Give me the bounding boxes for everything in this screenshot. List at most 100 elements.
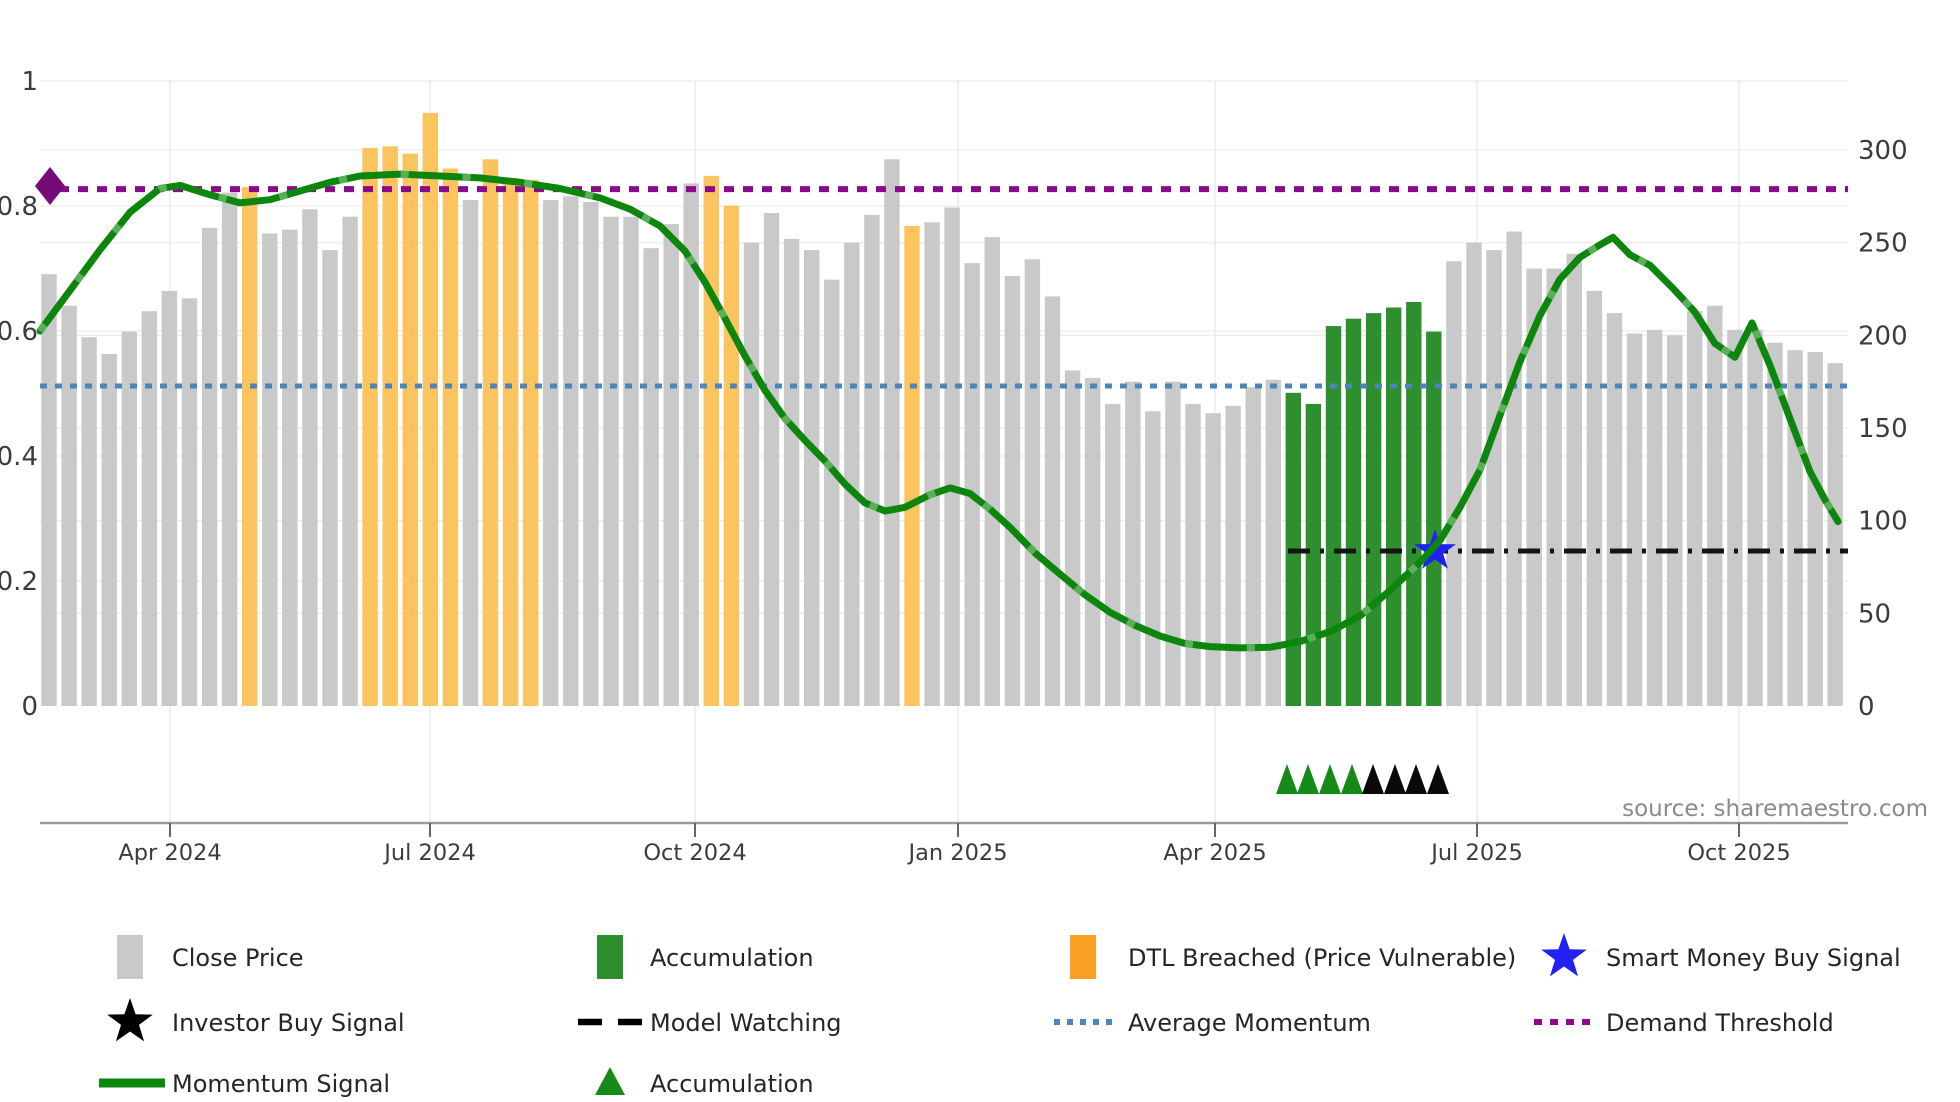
legend-item-accumulation: Accumulation (597, 935, 814, 979)
close-price-bar (984, 237, 1000, 706)
close-price-bar (181, 298, 198, 706)
close-price-bar (683, 183, 699, 706)
accumulation-triangle-icon (1297, 764, 1319, 794)
legend-label: Demand Threshold (1606, 1009, 1834, 1037)
close-price-bar (1165, 381, 1181, 706)
close-price-bar (603, 216, 619, 706)
legend-label: Momentum Signal (172, 1070, 390, 1098)
dtl-breached-bar (242, 187, 258, 707)
legend-label: Model Watching (650, 1009, 842, 1037)
close-price-bar (804, 250, 820, 706)
close-price-bar (462, 200, 479, 706)
dtl-breached-bar (422, 112, 438, 706)
close-price-bar (161, 290, 178, 706)
right-axis-label: 0 (1858, 692, 1875, 722)
close-price-bar (1646, 329, 1663, 706)
axes: Apr 2024 Jul 2024 Oct 2024 Jan 2025 Apr 2025… (0, 67, 1908, 866)
close-price-bar (924, 222, 940, 707)
legend-item-dtl-breached-price-vulnerable: DTL Breached (Price Vulnerable) (1070, 935, 1516, 979)
dtl-breached-bar (523, 179, 539, 706)
close-price-bar (81, 337, 97, 706)
legend-label: Close Price (172, 944, 304, 972)
close-price-bar (1586, 290, 1603, 706)
dtl-breached-bar (362, 148, 378, 707)
dtl-breached-bar (904, 226, 920, 706)
close-price-bar (1787, 350, 1803, 706)
accumulation-bar (1365, 313, 1382, 706)
legend-item-close-price: Close Price (117, 935, 304, 979)
dtl-breached-price-vulnerable-swatch-icon (1070, 935, 1096, 979)
close-price-bar (1667, 335, 1683, 706)
close-price-bar (1687, 311, 1703, 706)
close-price-bar (101, 353, 117, 706)
accumulation-bar (1406, 302, 1422, 706)
close-price-bar (1084, 378, 1101, 706)
x-axis-label: Oct 2024 (643, 840, 746, 866)
close-price-bar (743, 242, 760, 706)
legend-item-momentum-signal: Momentum Signal (99, 1070, 390, 1098)
x-axis-label: Apr 2024 (118, 840, 221, 866)
investor-signal-triangle-icon (1405, 764, 1427, 794)
close-price-bar (1767, 342, 1783, 706)
investor-signal-triangle-icon (1427, 764, 1449, 794)
x-axis-label: Oct 2025 (1687, 840, 1790, 866)
accumulation-triangle-icon (595, 1067, 625, 1095)
legend-label: Average Momentum (1128, 1009, 1371, 1037)
close-price-bar (41, 274, 57, 706)
close-price-bar (262, 233, 278, 706)
investor-signal-triangle-icon (1384, 764, 1406, 794)
demand-threshold-diamond-icon (35, 167, 65, 205)
momentum-signal-line (36, 170, 1842, 652)
dtl-breached-bar (382, 146, 398, 707)
right-axis-label: 100 (1858, 507, 1908, 537)
legend: Close Price Investor Buy Signal Momentum S… (99, 933, 1901, 1098)
close-price-swatch-icon (117, 935, 143, 979)
close-price-bar (1044, 296, 1061, 706)
close-price-bar (1004, 276, 1021, 706)
accumulation-bar (1305, 403, 1322, 706)
legend-item-investor-buy-signal: Investor Buy Signal (107, 998, 405, 1042)
accumulation-triangle-icon (1319, 764, 1341, 794)
legend-label: Accumulation (650, 944, 814, 972)
close-price-bar (563, 196, 579, 707)
left-axis-label: 0 (21, 692, 38, 722)
close-price-bar (783, 239, 800, 706)
right-axis-label: 150 (1858, 414, 1908, 444)
legend-label: Smart Money Buy Signal (1606, 944, 1901, 972)
close-price-bar (543, 200, 559, 706)
close-price-bar (322, 250, 338, 706)
x-axis-label: Jan 2025 (906, 840, 1007, 866)
close-price-bar (944, 207, 960, 706)
accumulation-bar (1325, 326, 1342, 706)
close-price-bar (1546, 268, 1562, 706)
close-price-bar (1486, 250, 1502, 706)
close-price-bar (1145, 411, 1161, 706)
dtl-breached-bar (703, 175, 719, 706)
legend-item-accumulation: Accumulation (595, 1067, 814, 1098)
legend-label: DTL Breached (Price Vulnerable) (1128, 944, 1516, 972)
right-axis-label: 200 (1858, 321, 1908, 351)
close-price-bar (1606, 313, 1623, 706)
accumulation-bar (1345, 318, 1362, 706)
close-price-bar (1807, 352, 1823, 706)
left-axis-label: 0.6 (0, 317, 38, 347)
legend-item-demand-threshold: Demand Threshold (1534, 1009, 1834, 1037)
close-price-bar (643, 248, 659, 706)
dtl-breached-bar (723, 205, 740, 706)
close-price-bars (41, 112, 1843, 707)
dtl-breached-bar (442, 168, 459, 706)
left-axis-label: 1 (21, 67, 38, 97)
close-price-bar (583, 201, 599, 706)
x-axis-label: Apr 2025 (1163, 840, 1266, 866)
accumulation-bar (1426, 331, 1442, 706)
right-axis-label: 300 (1858, 136, 1908, 166)
close-price-bar (1245, 387, 1261, 706)
close-price-bar (1105, 403, 1121, 706)
close-price-bar (282, 229, 298, 706)
left-axis-label: 0.8 (0, 192, 38, 222)
legend-label: Accumulation (650, 1070, 814, 1098)
accumulation-triangle-icon (1276, 764, 1298, 794)
left-axis-label: 0.4 (0, 442, 38, 472)
threshold-lines (40, 186, 1848, 554)
investor-signal-triangle-icon (1362, 764, 1384, 794)
